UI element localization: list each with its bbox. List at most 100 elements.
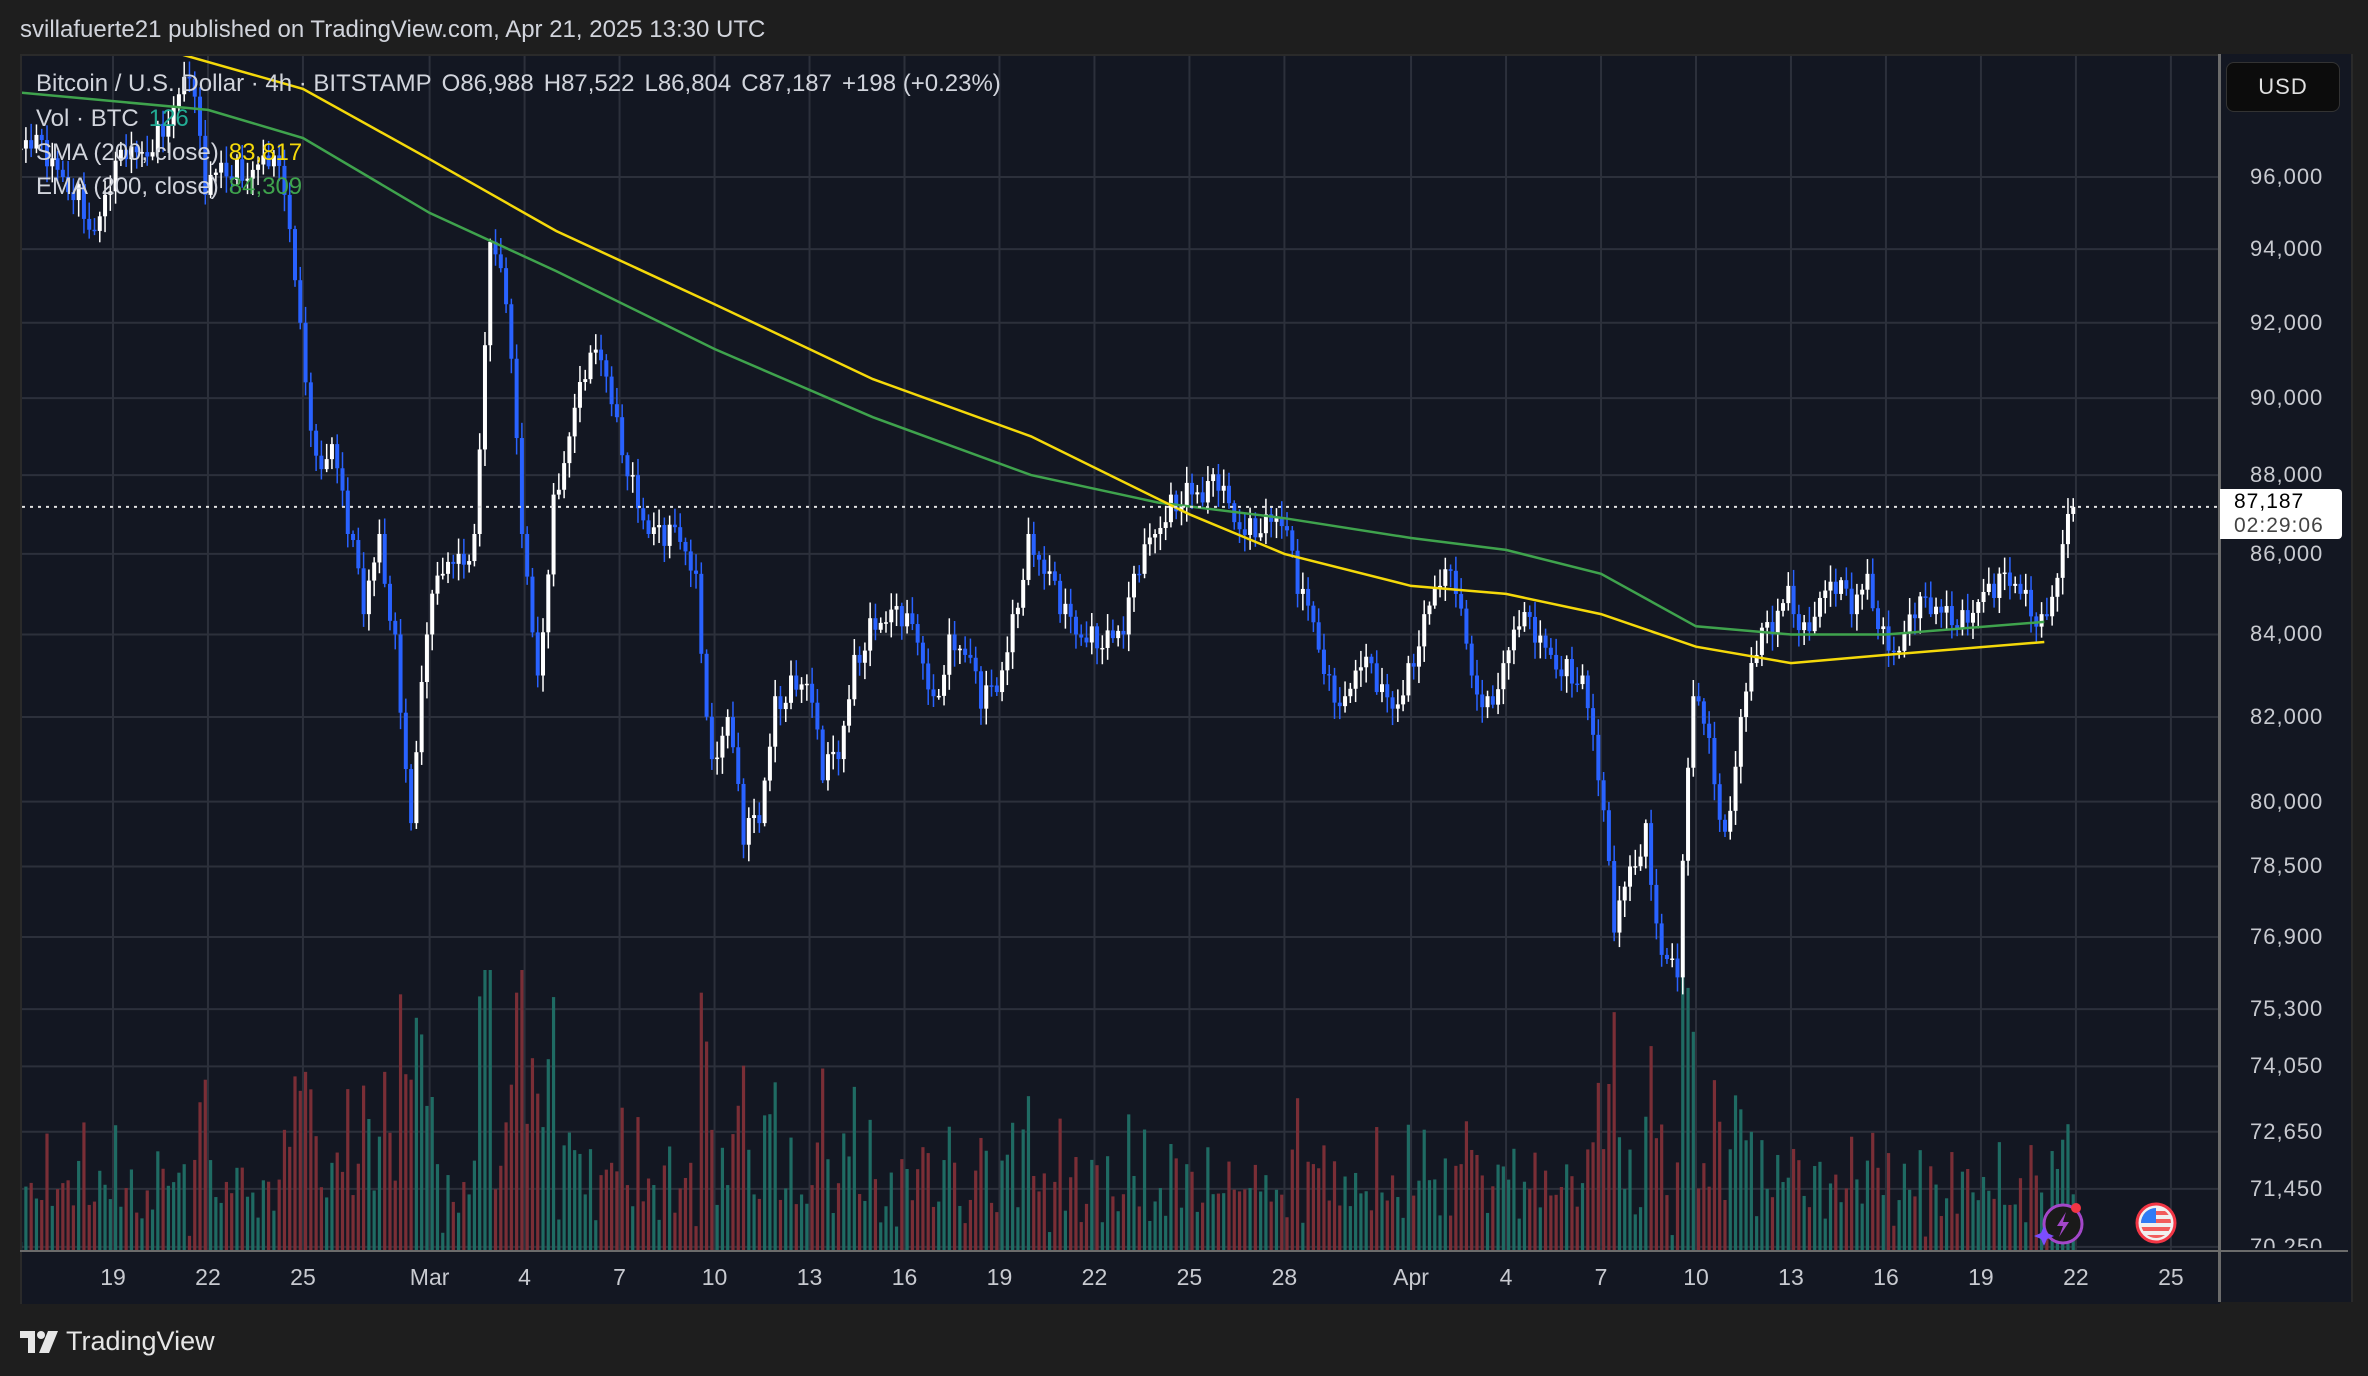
volume-bar bbox=[889, 1172, 893, 1250]
volume-bar bbox=[1000, 1160, 1004, 1250]
candle-body bbox=[635, 475, 640, 509]
volume-bar bbox=[2008, 1204, 2012, 1250]
candle-body bbox=[1327, 673, 1332, 676]
candle-body bbox=[1411, 663, 1416, 667]
candle-body bbox=[34, 134, 39, 149]
volume-bar bbox=[1765, 1188, 1769, 1250]
legend-sma-row[interactable]: SMA (200, close) 83,817 bbox=[36, 139, 312, 167]
us-flag-icon[interactable] bbox=[2134, 1201, 2178, 1245]
chart-pane[interactable] bbox=[20, 54, 2220, 1304]
candle-body bbox=[198, 96, 203, 136]
candle-body bbox=[22, 148, 23, 151]
candle-body bbox=[1696, 696, 1701, 702]
candle-body bbox=[45, 140, 50, 167]
candle-body bbox=[657, 525, 662, 528]
candle-body bbox=[166, 125, 171, 137]
legend-ema-row[interactable]: EMA (200, close) 84,309 bbox=[36, 173, 312, 201]
candle-body bbox=[1569, 659, 1574, 684]
volume-bar bbox=[1338, 1205, 1342, 1250]
candle-body bbox=[593, 349, 598, 353]
volume-bar bbox=[124, 1188, 128, 1250]
volume-bar bbox=[1892, 1225, 1896, 1250]
candle-body bbox=[1343, 696, 1348, 707]
candle-body bbox=[952, 634, 957, 651]
candle-body bbox=[303, 322, 308, 383]
price-axis[interactable] bbox=[2218, 54, 2353, 1302]
volume-bar bbox=[1987, 1190, 1991, 1250]
candle-body bbox=[1622, 886, 1627, 901]
volume-bar bbox=[1902, 1163, 1906, 1250]
candle-body bbox=[1026, 534, 1031, 580]
volume-bar bbox=[198, 1102, 202, 1250]
volume-bar bbox=[1359, 1193, 1363, 1250]
candle-body bbox=[709, 716, 714, 760]
candle-body bbox=[609, 376, 614, 405]
candle-body bbox=[1506, 650, 1511, 664]
volume-bar bbox=[1285, 1217, 1289, 1250]
legend-symbol-row[interactable]: Bitcoin / U.S. Dollar · 4h · BITSTAMP O86… bbox=[36, 70, 1011, 98]
volume-bar bbox=[1185, 1164, 1189, 1250]
volume-bar bbox=[362, 1085, 366, 1250]
symbol-title[interactable]: Bitcoin / U.S. Dollar · 4h · BITSTAMP bbox=[36, 70, 432, 97]
volume-bar bbox=[1501, 1166, 1505, 1250]
candle-body bbox=[1459, 593, 1464, 609]
candle-body bbox=[1084, 637, 1089, 643]
candle-body bbox=[377, 534, 382, 563]
volume-bar bbox=[573, 1150, 577, 1250]
candle-body bbox=[308, 382, 313, 431]
volume-bar bbox=[726, 1185, 730, 1250]
candle-body bbox=[409, 769, 414, 824]
volume-bar bbox=[858, 1194, 862, 1250]
candle-body bbox=[182, 76, 187, 95]
volume-bar bbox=[1797, 1160, 1801, 1250]
candle-body bbox=[81, 184, 86, 219]
candle-body bbox=[1105, 630, 1110, 648]
volume-bar bbox=[219, 1202, 223, 1250]
candle-body bbox=[271, 155, 276, 167]
candle-body bbox=[994, 685, 999, 693]
volume-bar bbox=[1332, 1161, 1337, 1250]
candle-body bbox=[1585, 675, 1590, 709]
currency-button[interactable]: USD bbox=[2226, 62, 2340, 112]
volume-bar bbox=[1380, 1192, 1384, 1250]
candle-body bbox=[219, 162, 224, 173]
candle-body bbox=[1332, 675, 1337, 703]
candle-body bbox=[2013, 583, 2018, 586]
candle-body bbox=[2029, 589, 2034, 617]
lightning-event-icon[interactable] bbox=[2030, 1196, 2090, 1252]
volume-bar bbox=[1222, 1193, 1226, 1250]
volume-bar bbox=[905, 1169, 909, 1250]
volume-bar bbox=[314, 1136, 318, 1250]
footer-brand[interactable]: TradingView bbox=[20, 1326, 215, 1357]
volume-bar bbox=[1712, 1080, 1717, 1250]
volume-bar bbox=[1897, 1200, 1901, 1250]
legend-volume-row[interactable]: Vol · BTC 126 bbox=[36, 105, 199, 133]
volume-bar bbox=[900, 1159, 904, 1250]
volume-bar bbox=[1675, 1162, 1680, 1250]
candle-body bbox=[1738, 717, 1743, 767]
price-tick-label: 74,050 bbox=[2250, 1053, 2324, 1079]
candle-body bbox=[1432, 587, 1437, 606]
candle-body bbox=[752, 815, 757, 819]
volume-bar bbox=[71, 1205, 75, 1250]
volume-bar bbox=[1005, 1154, 1009, 1250]
published-info: svillafuerte21 published on TradingView.… bbox=[20, 16, 766, 43]
volume-bar bbox=[588, 1149, 593, 1250]
volume-bar bbox=[1855, 1179, 1859, 1250]
volume-bar bbox=[625, 1185, 630, 1250]
volume-bar bbox=[1396, 1197, 1400, 1250]
candle-body bbox=[815, 702, 820, 730]
candle-body bbox=[1670, 958, 1675, 961]
candle-body bbox=[1638, 856, 1643, 867]
sma-200-line bbox=[182, 56, 2045, 665]
volume-bar bbox=[1586, 1149, 1590, 1250]
volume-bar bbox=[1522, 1181, 1527, 1250]
volume-bar bbox=[277, 1179, 281, 1250]
volume-bar bbox=[1934, 1184, 1938, 1250]
volume-bar bbox=[657, 1219, 661, 1250]
candle-body bbox=[240, 159, 245, 181]
candle-body bbox=[1628, 866, 1633, 887]
candle-body bbox=[1205, 481, 1210, 503]
candle-body bbox=[1285, 526, 1290, 531]
